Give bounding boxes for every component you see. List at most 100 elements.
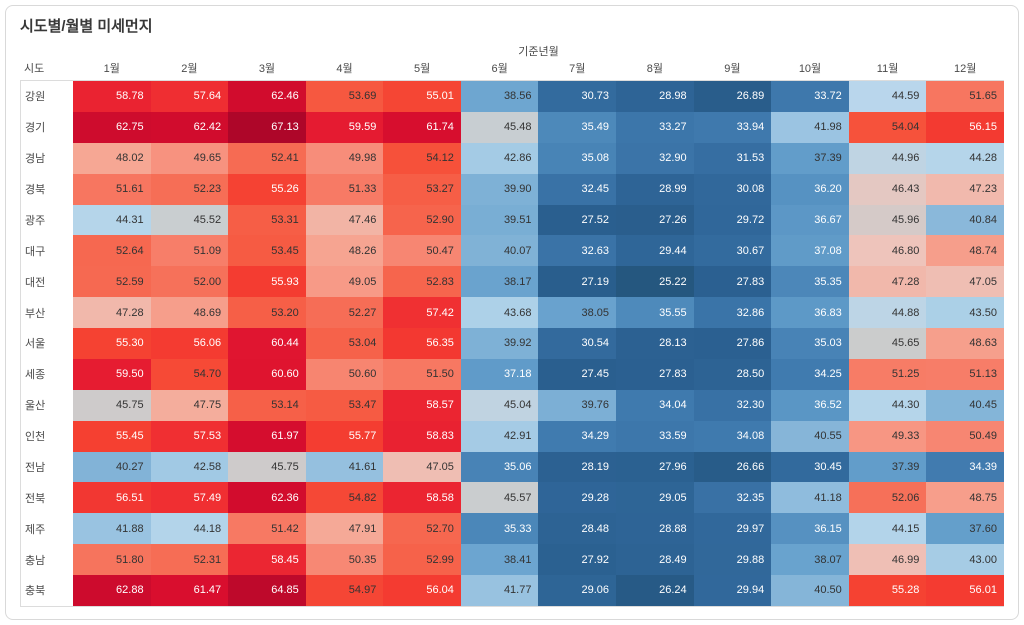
heatmap-cell[interactable]: 47.91 bbox=[305, 513, 384, 545]
heatmap-cell[interactable]: 46.99 bbox=[848, 544, 927, 575]
heatmap-cell[interactable]: 35.35 bbox=[771, 266, 849, 298]
heatmap-cell[interactable]: 29.06 bbox=[538, 575, 617, 606]
heatmap-cell[interactable]: 36.67 bbox=[771, 204, 849, 236]
heatmap-cell[interactable]: 41.61 bbox=[305, 451, 384, 483]
heatmap-cell[interactable]: 48.74 bbox=[926, 235, 1004, 267]
heatmap-cell[interactable]: 39.92 bbox=[460, 328, 539, 359]
heatmap-cell[interactable]: 55.26 bbox=[228, 173, 306, 205]
heatmap-cell[interactable]: 45.75 bbox=[73, 389, 151, 421]
heatmap-cell[interactable]: 40.45 bbox=[926, 389, 1004, 421]
heatmap-cell[interactable]: 52.99 bbox=[383, 544, 461, 575]
heatmap-cell[interactable]: 64.85 bbox=[228, 575, 306, 606]
heatmap-cell[interactable]: 51.61 bbox=[73, 173, 151, 205]
heatmap-cell[interactable]: 52.06 bbox=[848, 482, 927, 514]
row-label[interactable]: 전북 bbox=[21, 482, 73, 514]
heatmap-cell[interactable]: 30.54 bbox=[538, 328, 617, 359]
row-label[interactable]: 전남 bbox=[21, 451, 73, 483]
heatmap-cell[interactable]: 53.14 bbox=[228, 389, 306, 421]
heatmap-cell[interactable]: 33.94 bbox=[693, 111, 772, 143]
heatmap-cell[interactable]: 60.44 bbox=[228, 328, 306, 359]
heatmap-cell[interactable]: 28.99 bbox=[616, 173, 694, 205]
heatmap-cell[interactable]: 33.72 bbox=[771, 81, 849, 112]
heatmap-cell[interactable]: 58.45 bbox=[228, 544, 306, 575]
heatmap-cell[interactable]: 42.86 bbox=[460, 142, 539, 174]
row-label[interactable]: 경기 bbox=[21, 111, 73, 143]
heatmap-cell[interactable]: 52.41 bbox=[228, 142, 306, 174]
heatmap-cell[interactable]: 35.03 bbox=[771, 328, 849, 359]
heatmap-cell[interactable]: 34.04 bbox=[616, 389, 694, 421]
row-label[interactable]: 광주 bbox=[21, 204, 73, 236]
row-label[interactable]: 강원 bbox=[21, 81, 73, 112]
heatmap-cell[interactable]: 56.04 bbox=[383, 575, 461, 606]
heatmap-cell[interactable]: 47.46 bbox=[305, 204, 384, 236]
heatmap-cell[interactable]: 27.92 bbox=[538, 544, 617, 575]
heatmap-cell[interactable]: 47.23 bbox=[926, 173, 1004, 205]
heatmap-cell[interactable]: 38.17 bbox=[460, 266, 539, 298]
heatmap-cell[interactable]: 35.49 bbox=[538, 111, 617, 143]
heatmap-cell[interactable]: 35.06 bbox=[460, 451, 539, 483]
heatmap-cell[interactable]: 52.00 bbox=[150, 266, 229, 298]
heatmap-cell[interactable]: 46.80 bbox=[848, 235, 927, 267]
column-header-5[interactable]: 5월 bbox=[413, 63, 431, 75]
heatmap-cell[interactable]: 49.98 bbox=[305, 142, 384, 174]
heatmap-cell[interactable]: 29.44 bbox=[616, 235, 694, 267]
row-label[interactable]: 세종 bbox=[21, 358, 73, 390]
heatmap-cell[interactable]: 53.69 bbox=[305, 81, 384, 112]
heatmap-cell[interactable]: 35.33 bbox=[460, 513, 539, 545]
heatmap-cell[interactable]: 26.66 bbox=[693, 451, 772, 483]
column-header-4[interactable]: 4월 bbox=[336, 63, 353, 75]
heatmap-cell[interactable]: 29.28 bbox=[538, 482, 617, 514]
row-label[interactable]: 대전 bbox=[21, 266, 73, 298]
heatmap-cell[interactable]: 49.65 bbox=[150, 142, 229, 174]
heatmap-cell[interactable]: 35.55 bbox=[616, 297, 694, 328]
heatmap-cell[interactable]: 27.96 bbox=[616, 451, 694, 483]
heatmap-cell[interactable]: 37.39 bbox=[848, 451, 927, 483]
column-header-6[interactable]: 6월 bbox=[491, 63, 508, 75]
heatmap-cell[interactable]: 28.13 bbox=[616, 328, 694, 359]
heatmap-cell[interactable]: 39.76 bbox=[538, 389, 617, 421]
heatmap-cell[interactable]: 44.88 bbox=[848, 297, 927, 328]
heatmap-cell[interactable]: 56.15 bbox=[926, 111, 1004, 143]
column-header-12[interactable]: 12월 bbox=[953, 63, 977, 75]
heatmap-cell[interactable]: 33.27 bbox=[616, 111, 694, 143]
heatmap-cell[interactable]: 48.26 bbox=[305, 235, 384, 267]
heatmap-cell[interactable]: 29.88 bbox=[693, 544, 772, 575]
heatmap-cell[interactable]: 55.28 bbox=[848, 575, 927, 606]
heatmap-cell[interactable]: 27.45 bbox=[538, 358, 617, 390]
heatmap-cell[interactable]: 35.08 bbox=[538, 142, 617, 174]
heatmap-cell[interactable]: 51.33 bbox=[305, 173, 384, 205]
heatmap-cell[interactable]: 48.02 bbox=[73, 142, 151, 174]
heatmap-cell[interactable]: 47.05 bbox=[926, 266, 1004, 298]
heatmap-cell[interactable]: 60.60 bbox=[228, 358, 306, 390]
heatmap-cell[interactable]: 45.75 bbox=[228, 451, 306, 483]
heatmap-cell[interactable]: 52.83 bbox=[383, 266, 461, 298]
heatmap-cell[interactable]: 30.08 bbox=[693, 173, 772, 205]
heatmap-cell[interactable]: 43.68 bbox=[460, 297, 539, 328]
row-label[interactable]: 울산 bbox=[21, 389, 73, 421]
heatmap-cell[interactable]: 44.18 bbox=[150, 513, 229, 545]
heatmap-cell[interactable]: 59.59 bbox=[305, 111, 384, 143]
heatmap-cell[interactable]: 52.59 bbox=[73, 266, 151, 298]
heatmap-cell[interactable]: 28.48 bbox=[538, 513, 617, 545]
heatmap-cell[interactable]: 36.83 bbox=[771, 297, 849, 328]
heatmap-cell[interactable]: 40.50 bbox=[771, 575, 849, 606]
heatmap-cell[interactable]: 34.29 bbox=[538, 420, 617, 452]
heatmap-cell[interactable]: 52.70 bbox=[383, 513, 461, 545]
heatmap-cell[interactable]: 37.08 bbox=[771, 235, 849, 267]
heatmap-cell[interactable]: 27.52 bbox=[538, 204, 617, 236]
heatmap-cell[interactable]: 53.27 bbox=[383, 173, 461, 205]
heatmap-cell[interactable]: 59.50 bbox=[73, 358, 151, 390]
heatmap-cell[interactable]: 52.27 bbox=[305, 297, 384, 328]
heatmap-cell[interactable]: 40.55 bbox=[771, 420, 849, 452]
heatmap-cell[interactable]: 67.13 bbox=[228, 111, 306, 143]
heatmap-cell[interactable]: 44.31 bbox=[73, 204, 151, 236]
heatmap-cell[interactable]: 43.50 bbox=[926, 297, 1004, 328]
heatmap-cell[interactable]: 36.20 bbox=[771, 173, 849, 205]
heatmap-cell[interactable]: 53.47 bbox=[305, 389, 384, 421]
heatmap-cell[interactable]: 32.63 bbox=[538, 235, 617, 267]
heatmap-cell[interactable]: 37.18 bbox=[460, 358, 539, 390]
heatmap-cell[interactable]: 38.05 bbox=[538, 297, 617, 328]
heatmap-cell[interactable]: 34.08 bbox=[693, 420, 772, 452]
heatmap-cell[interactable]: 48.69 bbox=[150, 297, 229, 328]
heatmap-cell[interactable]: 45.48 bbox=[460, 111, 539, 143]
